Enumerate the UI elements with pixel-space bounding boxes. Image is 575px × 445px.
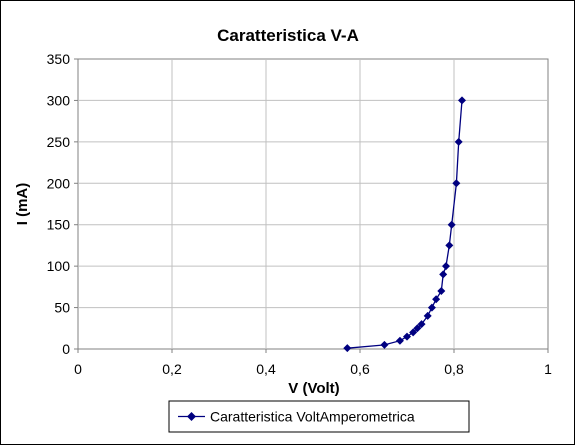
x-tick-label: 1 <box>544 361 552 377</box>
data-point <box>403 332 411 341</box>
y-tick-label: 300 <box>47 92 71 108</box>
data-point <box>417 320 426 329</box>
data-point <box>409 328 418 337</box>
data-point <box>437 287 446 295</box>
data-point <box>380 340 389 349</box>
legend-marker <box>187 412 196 421</box>
x-tick-label: 0,4 <box>256 361 276 377</box>
x-tick-label: 0,6 <box>350 361 370 377</box>
x-axis-label: V (Volt) <box>288 380 339 397</box>
y-axis-ticks: 0 50 100 150 200 250 300 350 <box>47 51 78 357</box>
y-tick-label: 100 <box>47 258 71 274</box>
x-tick-label: 0,8 <box>444 361 464 377</box>
y-tick-label: 150 <box>47 217 71 233</box>
legend-label: Caratteristica VoltAmperometrica <box>210 409 415 425</box>
data-point <box>445 241 454 250</box>
data-point <box>343 344 352 353</box>
y-tick-label: 350 <box>47 51 71 67</box>
plot-area <box>77 58 549 350</box>
y-tick-label: 0 <box>62 341 70 357</box>
y-tick-label: 250 <box>47 134 71 150</box>
data-point <box>457 96 466 105</box>
data-point <box>439 270 448 279</box>
y-tick-label: 50 <box>54 300 70 316</box>
legend-box <box>168 400 470 433</box>
data-point <box>452 179 461 188</box>
x-tick-label: 0,2 <box>162 361 182 377</box>
series-group <box>343 96 466 353</box>
data-point <box>447 220 456 229</box>
data-point <box>413 324 422 333</box>
chart-title: Caratteristica V-A <box>217 26 359 45</box>
data-point <box>442 262 451 271</box>
data-point <box>427 303 436 312</box>
data-point <box>454 137 463 146</box>
data-point <box>432 295 441 304</box>
x-axis-ticks: 0 0,2 0,4 0,6 0,8 1 <box>74 349 552 377</box>
legend: Caratteristica VoltAmperometrica <box>168 400 470 433</box>
y-axis-label: I (mA) <box>14 183 31 226</box>
x-tick-label: 0 <box>74 361 82 377</box>
data-point <box>423 311 432 320</box>
y-tick-label: 200 <box>47 175 71 191</box>
data-point <box>395 336 404 345</box>
